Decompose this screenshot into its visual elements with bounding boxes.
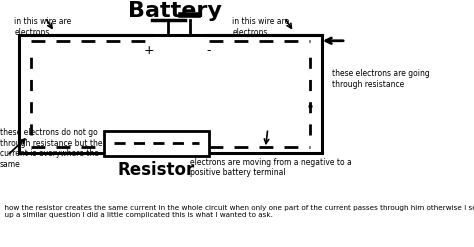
- Text: electrons are moving from a negative to a
positive battery terminal: electrons are moving from a negative to …: [190, 158, 351, 178]
- Text: these electrons do not go
through resistance but the
current is everywhere the
s: these electrons do not go through resist…: [0, 128, 102, 169]
- Text: Resistor: Resistor: [118, 161, 195, 179]
- Text: -: -: [206, 44, 211, 58]
- Text: these electrons are going
through resistance: these electrons are going through resist…: [332, 69, 429, 89]
- Bar: [104, 131, 209, 156]
- Bar: [19, 35, 322, 153]
- Text: +: +: [144, 44, 155, 58]
- Text: Battery: Battery: [128, 1, 222, 21]
- Text: how the resistor creates the same current in the whole circuit when only one par: how the resistor creates the same curren…: [0, 205, 474, 218]
- Text: in this wire are
electrons: in this wire are electrons: [14, 17, 72, 37]
- Text: in this wire are
electrons: in this wire are electrons: [232, 17, 290, 37]
